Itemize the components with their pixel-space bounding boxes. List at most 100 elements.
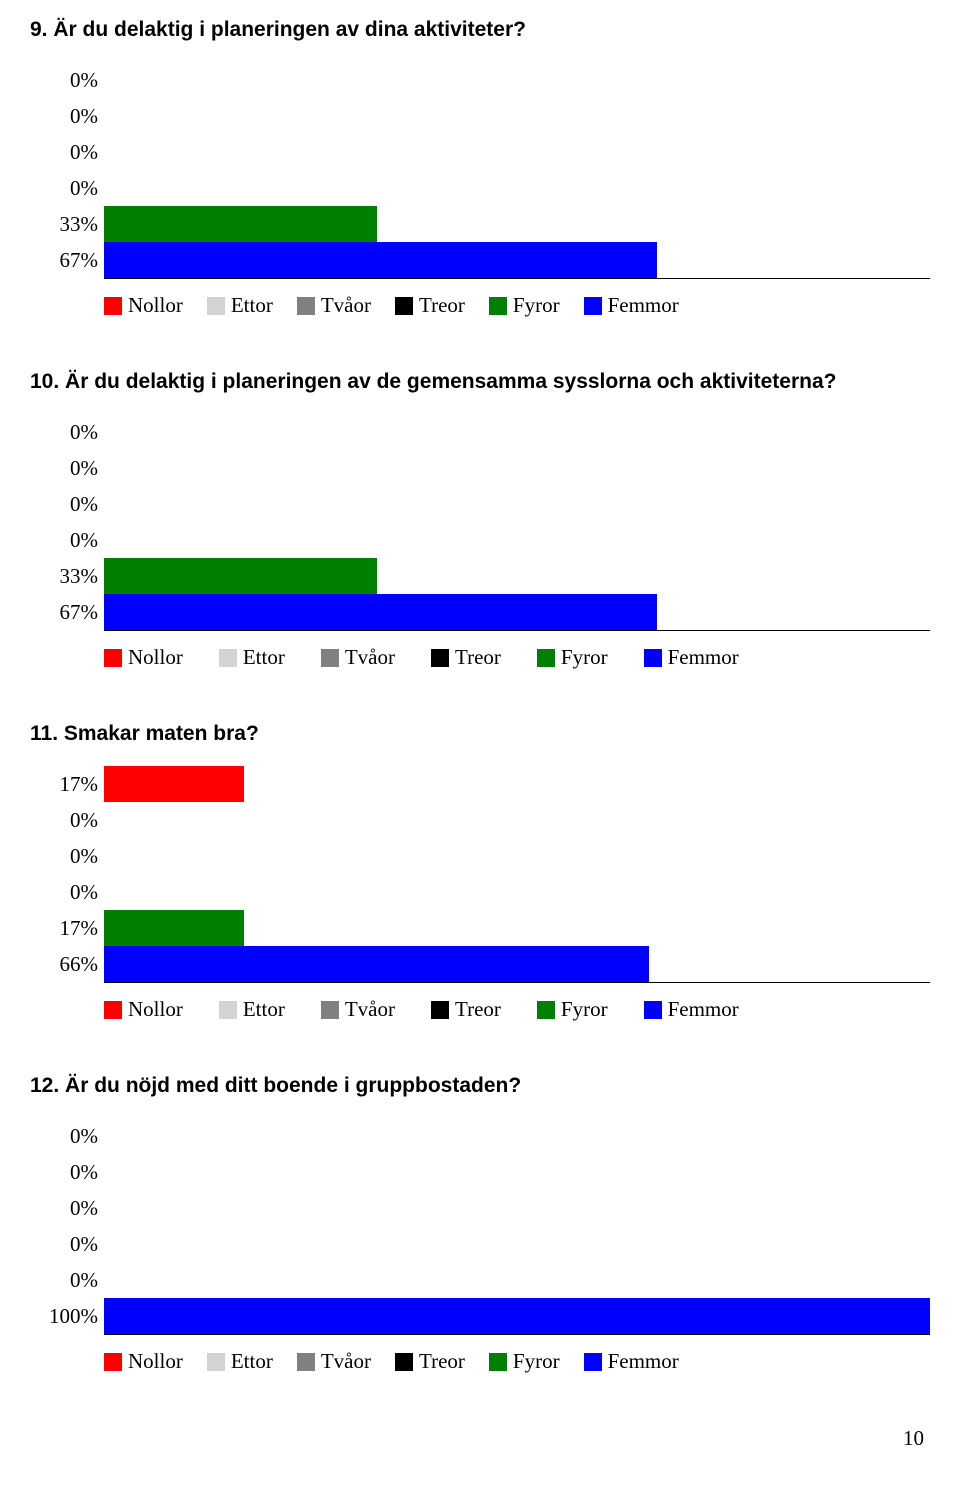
legend-swatch (219, 649, 237, 667)
legend-label: Tvåor (345, 645, 395, 670)
legend-item-ettor: Ettor (219, 997, 285, 1022)
bar-fill (104, 946, 649, 982)
legend-swatch (207, 297, 225, 315)
bar-label: 66% (42, 952, 104, 977)
bar-row: 0% (42, 838, 930, 874)
bar-label: 0% (42, 1232, 104, 1257)
legend-swatch (395, 1353, 413, 1371)
legend-label: Tvåor (321, 293, 371, 318)
bar-label: 0% (42, 880, 104, 905)
legend-label: Treor (419, 1349, 465, 1374)
legend-swatch (297, 297, 315, 315)
legend-item-ettor: Ettor (207, 1349, 273, 1374)
legend-item-fyror: Fyror (537, 997, 608, 1022)
bar-track (104, 874, 930, 910)
bar-label: 33% (42, 564, 104, 589)
legend-label: Femmor (668, 997, 739, 1022)
bar-fill (104, 242, 657, 278)
legend-swatch (104, 297, 122, 315)
legend-item-tvaor: Tvåor (321, 645, 395, 670)
bar-label: 0% (42, 528, 104, 553)
bar-row: 33% (42, 206, 930, 242)
legend-label: Fyror (513, 293, 560, 318)
legend-label: Treor (455, 997, 501, 1022)
bar-row: 0% (42, 1154, 930, 1190)
legend-label: Nollor (128, 645, 183, 670)
legend-item-treor: Treor (395, 1349, 465, 1374)
legend-swatch (321, 649, 339, 667)
bar-track (104, 98, 930, 134)
bar-label: 0% (42, 1160, 104, 1185)
legend-swatch (489, 1353, 507, 1371)
legend-label: Femmor (668, 645, 739, 670)
legend-label: Nollor (128, 997, 183, 1022)
legend-item-tvaor: Tvåor (297, 293, 371, 318)
legend-item-nollor: Nollor (104, 1349, 183, 1374)
bar-row: 17% (42, 910, 930, 946)
legend-item-femmor: Femmor (644, 997, 739, 1022)
bar-label: 67% (42, 248, 104, 273)
bar-label: 33% (42, 212, 104, 237)
bar-label: 0% (42, 844, 104, 869)
chart-section-q11: 11. Smakar maten bra?17%0%0%0%17%66%Noll… (30, 722, 930, 1022)
bar-label: 0% (42, 68, 104, 93)
bar-track (104, 1190, 930, 1226)
chart-body: 17% 0% 0% 0% 17% 66% Nollor Ettor Tvåor Treor Fyro… (42, 766, 930, 1022)
axis-line (104, 1334, 930, 1335)
bar-track (104, 414, 930, 450)
legend-swatch (537, 1001, 555, 1019)
bar-track (104, 1298, 930, 1334)
bar-track (104, 1154, 930, 1190)
legend-item-femmor: Femmor (644, 645, 739, 670)
legend-item-ettor: Ettor (219, 645, 285, 670)
legend-swatch (644, 649, 662, 667)
bar-label: 0% (42, 808, 104, 833)
bar-fill (104, 206, 377, 242)
bar-row: 0% (42, 1262, 930, 1298)
legend-label: Ettor (231, 1349, 273, 1374)
legend-item-femmor: Femmor (584, 293, 679, 318)
legend-swatch (104, 1001, 122, 1019)
bar-label: 0% (42, 1124, 104, 1149)
legend-item-nollor: Nollor (104, 645, 183, 670)
legend-label: Femmor (608, 1349, 679, 1374)
axis-line (104, 982, 930, 983)
legend-item-treor: Treor (395, 293, 465, 318)
bar-fill (104, 766, 244, 802)
bar-track (104, 170, 930, 206)
bar-row: 0% (42, 522, 930, 558)
chart-section-q9: 9. Är du delaktig i planeringen av dina … (30, 18, 930, 318)
legend-item-tvaor: Tvåor (321, 997, 395, 1022)
legend-swatch (321, 1001, 339, 1019)
bar-track (104, 766, 930, 802)
legend-label: Fyror (561, 645, 608, 670)
bar-track (104, 1226, 930, 1262)
bar-row: 0% (42, 134, 930, 170)
bar-track (104, 206, 930, 242)
bar-row: 0% (42, 802, 930, 838)
legend-item-nollor: Nollor (104, 997, 183, 1022)
bar-track (104, 242, 930, 278)
bar-track (104, 910, 930, 946)
bar-row: 33% (42, 558, 930, 594)
page-number: 10 (30, 1426, 930, 1451)
legend-swatch (219, 1001, 237, 1019)
bar-label: 0% (42, 492, 104, 517)
bar-track (104, 1118, 930, 1154)
bar-label: 0% (42, 456, 104, 481)
legend-item-fyror: Fyror (489, 1349, 560, 1374)
axis-line (104, 630, 930, 631)
bar-label: 0% (42, 1268, 104, 1293)
bar-label: 0% (42, 1196, 104, 1221)
legend-swatch (104, 649, 122, 667)
bar-track (104, 450, 930, 486)
chart-title: 9. Är du delaktig i planeringen av dina … (30, 18, 930, 42)
bar-label: 17% (42, 916, 104, 941)
bar-row: 0% (42, 414, 930, 450)
bar-row: 17% (42, 766, 930, 802)
bar-track (104, 594, 930, 630)
legend-item-treor: Treor (431, 645, 501, 670)
chart-section-q10: 10. Är du delaktig i planeringen av de g… (30, 370, 930, 670)
legend-item-nollor: Nollor (104, 293, 183, 318)
bar-row: 67% (42, 594, 930, 630)
